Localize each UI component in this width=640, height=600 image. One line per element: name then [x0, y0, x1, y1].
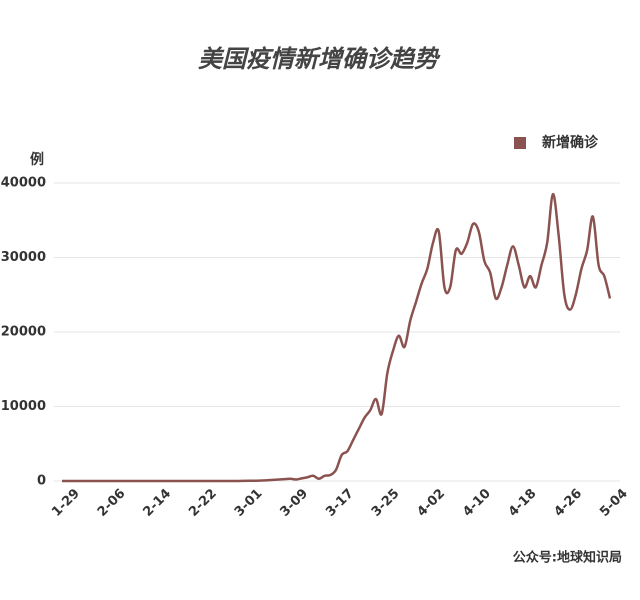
legend-label: 新增确诊: [542, 134, 599, 151]
x-tick-label: 4-26: [552, 486, 586, 520]
y-axis-label: 例: [30, 151, 44, 168]
y-tick-label: 20000: [1, 325, 46, 340]
y-tick-label: 0: [37, 474, 46, 489]
x-tick-label: 2-06: [95, 486, 129, 520]
x-tick-label: 4-10: [460, 486, 494, 520]
y-tick-label: 30000: [1, 250, 46, 265]
x-tick-label: 3-17: [323, 486, 357, 520]
x-tick-label: 4-02: [415, 486, 449, 520]
chart-title: 美国疫情新增确诊趋势: [198, 45, 441, 73]
x-tick-label: 4-18: [506, 486, 540, 520]
x-tick-label: 1-29: [49, 486, 83, 520]
line: [62, 192, 612, 483]
source: 公众号:地球知识局: [513, 550, 622, 566]
y-tick-label: 40000: [1, 176, 46, 191]
x-tick-label: 3-01: [232, 486, 266, 520]
legend-swatch: [514, 137, 526, 149]
x-tick-label: 2-22: [186, 486, 220, 520]
x-tick-label: 2-14: [141, 486, 175, 520]
x-tick-label: 3-25: [369, 486, 403, 520]
y-tick-label: 10000: [1, 399, 46, 414]
x-tick-label: 3-09: [278, 486, 312, 520]
x-tick-label: 5-04: [597, 486, 631, 520]
